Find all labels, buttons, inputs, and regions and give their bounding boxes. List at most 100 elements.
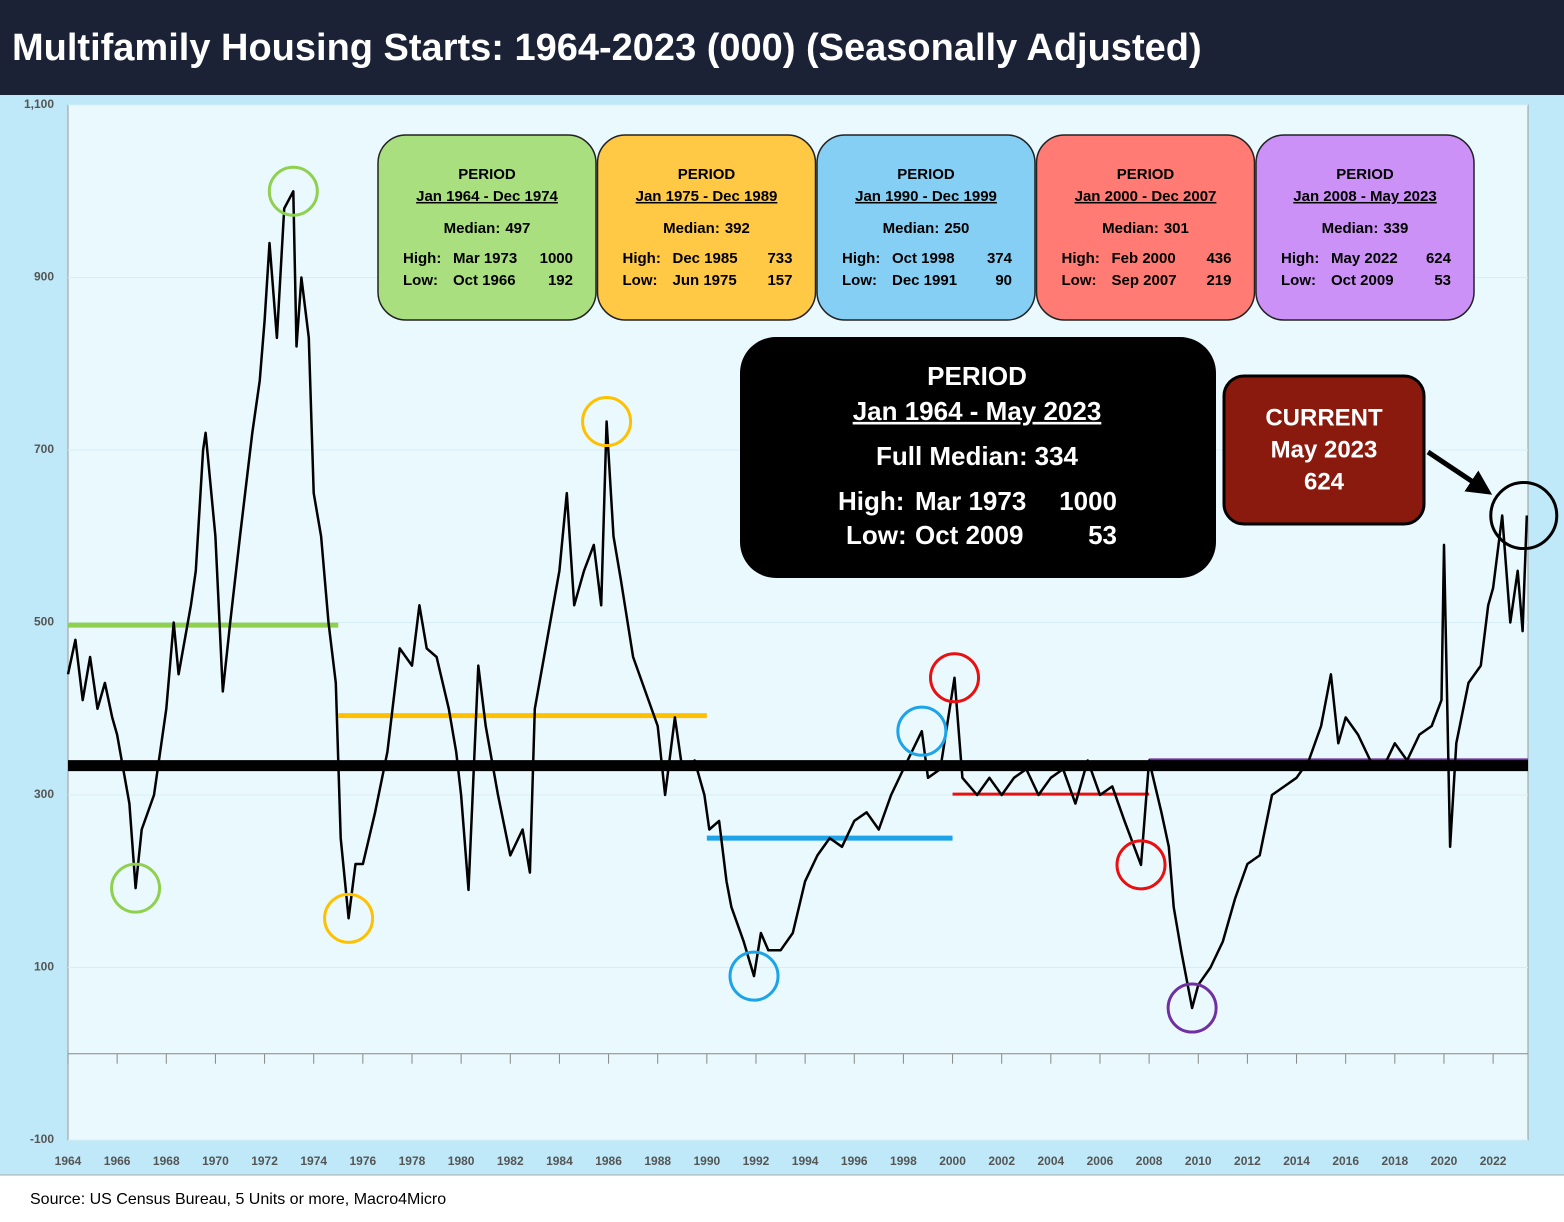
current-date: May 2023 [1271,436,1378,463]
y-tick-label: 100 [34,960,54,974]
x-tick-label: 1992 [743,1154,770,1168]
high-value: 436 [1206,250,1231,267]
high-label: High: [1281,250,1319,267]
y-tick-label: -100 [30,1132,54,1146]
high-label: High: [623,250,661,267]
y-tick-label: 700 [34,442,54,456]
x-tick-label: 1984 [546,1154,573,1168]
median-label: Median: [1322,220,1379,237]
median-value: 301 [1164,220,1189,237]
extreme-circle [267,165,319,217]
low-value: 219 [1206,272,1231,289]
extreme-circle [1115,839,1167,891]
chart-title: Multifamily Housing Starts: 1964-2023 (0… [12,27,1202,69]
high-value: 374 [987,250,1013,267]
low-value: 157 [767,272,792,289]
period-range: Jan 1990 - Dec 1999 [855,188,997,205]
low-label: Low: [846,520,907,550]
median-label: Median: [1102,220,1159,237]
high-date: Mar 1973 [915,486,1026,516]
full-title: PERIOD [927,361,1027,391]
extreme-circle [1166,982,1218,1034]
median-value: 392 [725,220,750,237]
low-value: 192 [548,272,573,289]
low-label: Low: [1281,272,1316,289]
x-tick-label: 1998 [890,1154,917,1168]
period-box [816,134,1036,321]
low-value: 53 [1434,272,1451,289]
extreme-circle [896,705,948,757]
high-date: Feb 2000 [1112,250,1176,267]
low-value: 53 [1088,520,1117,550]
low-label: Low: [1062,272,1097,289]
series-line [66,190,1529,1010]
high-date: Oct 1998 [892,250,955,267]
period-box [596,134,817,321]
period-range: Jan 1975 - Dec 1989 [636,188,778,205]
median-label: Median: [663,220,720,237]
high-date: May 2022 [1331,250,1398,267]
period-range: Jan 2008 - May 2023 [1293,188,1436,205]
current-label: CURRENT [1265,404,1383,431]
high-label: High: [842,250,880,267]
y-tick-label: 500 [34,615,54,629]
high-label: High: [1062,250,1100,267]
x-tick-label: 2016 [1332,1154,1359,1168]
y-tick-label: 300 [34,787,54,801]
x-tick-label: 1966 [104,1154,131,1168]
y-tick-label: 1,100 [24,97,54,111]
x-tick-label: 1974 [300,1154,327,1168]
title-bar [0,0,1564,95]
x-tick-label: 2008 [1136,1154,1163,1168]
low-label: Low: [842,272,877,289]
low-label: Low: [623,272,658,289]
x-tick-label: 2012 [1234,1154,1261,1168]
period-median: Median: 301 [1102,220,1189,237]
low-value: 90 [995,272,1012,289]
high-date: Dec 1985 [673,250,738,267]
period-median: Median: 497 [444,220,531,237]
median-value: 334 [1035,441,1079,471]
current-circle [1489,481,1559,551]
period-title: PERIOD [458,166,516,183]
x-tick-label: 1972 [251,1154,278,1168]
period-range: Jan 2000 - Dec 2007 [1075,188,1217,205]
current-value: 624 [1304,468,1345,495]
median-value: 497 [505,220,530,237]
period-box [377,134,597,321]
y-tick-label: 900 [34,270,54,284]
x-tick-label: 1994 [792,1154,819,1168]
period-median: Median: 250 [883,220,970,237]
x-tick-label: 2002 [988,1154,1015,1168]
high-value: 1000 [1059,486,1117,516]
x-tick-label: 2004 [1037,1154,1064,1168]
full-range: Jan 1964 - May 2023 [853,396,1102,426]
extreme-circle [929,652,981,704]
low-label: Low: [403,272,438,289]
period-median: Median: 392 [663,220,750,237]
high-value: 1000 [540,250,573,267]
period-title: PERIOD [678,166,736,183]
x-tick-label: 2010 [1185,1154,1212,1168]
extreme-circle [323,892,375,944]
x-tick-label: 1982 [497,1154,524,1168]
source: Source: US Census Bureau, 5 Units or mor… [30,1191,446,1208]
x-tick-label: 1990 [693,1154,720,1168]
period-title: PERIOD [1336,166,1394,183]
low-date: Jun 1975 [673,272,737,289]
high-label: High: [403,250,441,267]
low-date: Oct 1966 [453,272,516,289]
median-label: Median: [883,220,940,237]
x-tick-label: 1996 [841,1154,868,1168]
x-tick-label: 1976 [349,1154,376,1168]
median-value: 339 [1383,220,1408,237]
median-label: Median: [444,220,501,237]
high-date: Mar 1973 [453,250,517,267]
period-title: PERIOD [897,166,955,183]
extreme-circle [581,396,633,448]
x-tick-label: 1970 [202,1154,229,1168]
low-date: Oct 2009 [915,520,1023,550]
x-tick-label: 1964 [55,1154,82,1168]
high-label: High: [838,486,904,516]
x-tick-label: 2006 [1087,1154,1114,1168]
